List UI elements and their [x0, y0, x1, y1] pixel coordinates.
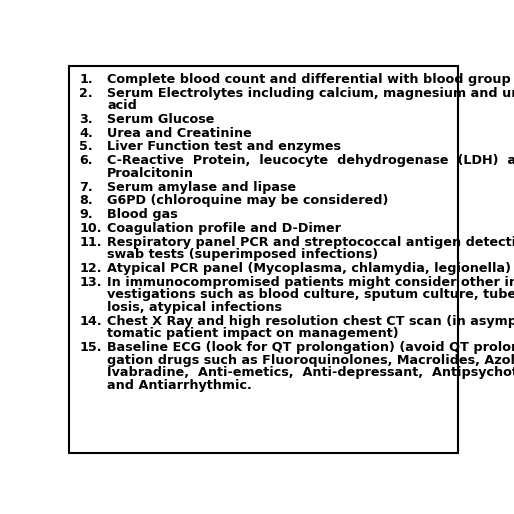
Text: 4.: 4. — [79, 126, 93, 140]
Text: Chest X Ray and high resolution chest CT scan (in asymp-: Chest X Ray and high resolution chest CT… — [107, 315, 514, 328]
Text: Atypical PCR panel (Mycoplasma, chlamydia, legionella): Atypical PCR panel (Mycoplasma, chlamydi… — [107, 262, 511, 275]
Text: 15.: 15. — [79, 341, 102, 354]
Text: 7.: 7. — [79, 180, 93, 194]
Text: 5.: 5. — [79, 140, 93, 154]
Text: Blood gas: Blood gas — [107, 208, 178, 221]
Text: 9.: 9. — [79, 208, 93, 221]
Text: acid: acid — [107, 99, 137, 112]
Text: 13.: 13. — [79, 276, 102, 289]
Text: Respiratory panel PCR and streptococcal antigen detection: Respiratory panel PCR and streptococcal … — [107, 235, 514, 249]
FancyBboxPatch shape — [69, 66, 458, 453]
Text: C-Reactive  Protein,  leucocyte  dehydrogenase  (LDH)  and: C-Reactive Protein, leucocyte dehydrogen… — [107, 154, 514, 167]
Text: 2.: 2. — [79, 86, 93, 100]
Text: 6.: 6. — [79, 154, 93, 167]
Text: Coagulation profile and D-Dimer: Coagulation profile and D-Dimer — [107, 222, 341, 235]
Text: 14.: 14. — [79, 315, 102, 328]
Text: swab tests (superimposed infections): swab tests (superimposed infections) — [107, 248, 378, 261]
Text: Complete blood count and differential with blood group: Complete blood count and differential wi… — [107, 73, 511, 86]
Text: Serum Glucose: Serum Glucose — [107, 113, 215, 126]
Text: 12.: 12. — [79, 262, 102, 275]
Text: Serum amylase and lipase: Serum amylase and lipase — [107, 180, 297, 194]
Text: 10.: 10. — [79, 222, 102, 235]
Text: 3.: 3. — [79, 113, 93, 126]
Text: Proalcitonin: Proalcitonin — [107, 167, 194, 180]
Text: tomatic patient impact on management): tomatic patient impact on management) — [107, 327, 399, 340]
Text: Urea and Creatinine: Urea and Creatinine — [107, 126, 252, 140]
Text: 8.: 8. — [79, 194, 93, 207]
Text: losis, atypical infections: losis, atypical infections — [107, 301, 282, 314]
Text: In immunocompromised patients might consider other in-: In immunocompromised patients might cons… — [107, 276, 514, 289]
Text: Liver Function test and enzymes: Liver Function test and enzymes — [107, 140, 341, 154]
Text: Baseline ECG (look for QT prolongation) (avoid QT prolon-: Baseline ECG (look for QT prolongation) … — [107, 341, 514, 354]
Text: and Antiarrhythmic.: and Antiarrhythmic. — [107, 379, 252, 392]
Text: Ivabradine,  Anti-emetics,  Anti-depressant,  Antipsychotics: Ivabradine, Anti-emetics, Anti-depressan… — [107, 366, 514, 379]
Text: G6PD (chloroquine may be considered): G6PD (chloroquine may be considered) — [107, 194, 389, 207]
Text: gation drugs such as Fluoroquinolones, Macrolides, Azoles,: gation drugs such as Fluoroquinolones, M… — [107, 354, 514, 366]
Text: Serum Electrolytes including calcium, magnesium and uric: Serum Electrolytes including calcium, ma… — [107, 86, 514, 100]
Text: vestigations such as blood culture, sputum culture, tubercu-: vestigations such as blood culture, sput… — [107, 288, 514, 301]
Text: 11.: 11. — [79, 235, 102, 249]
Text: 1.: 1. — [79, 73, 93, 86]
